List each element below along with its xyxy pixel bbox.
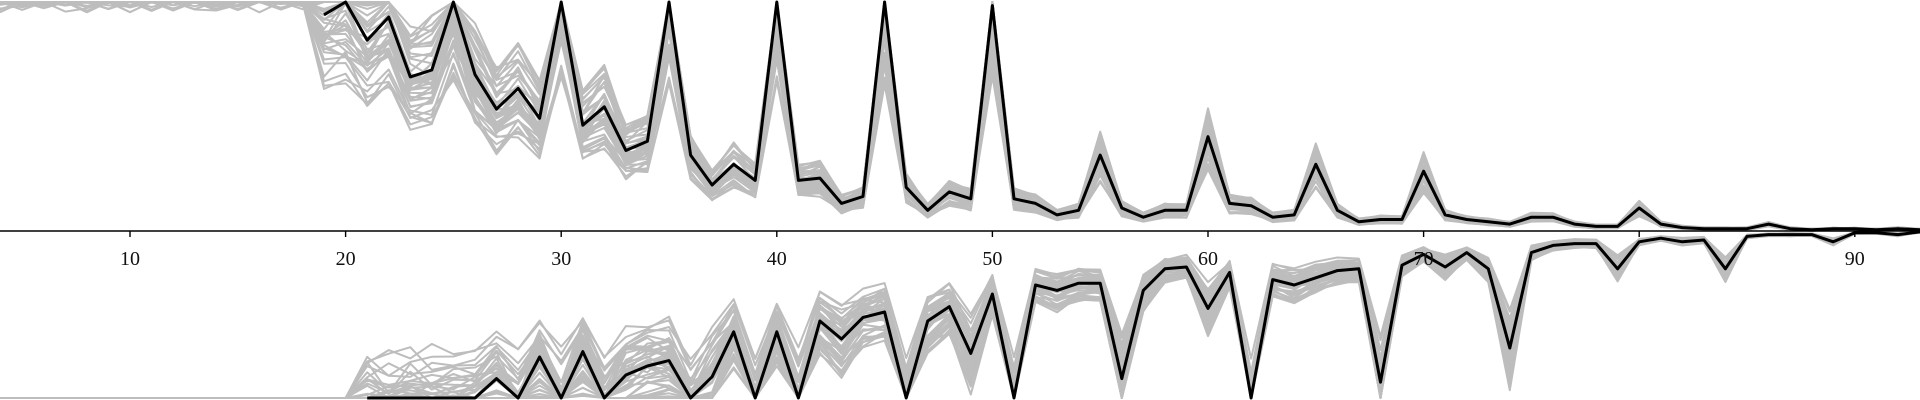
x-tick-label: 50 — [982, 248, 1002, 270]
upper-highlight-series — [323, 0, 1920, 232]
lower-ensemble-line — [0, 231, 1920, 399]
x-tick-label: 30 — [551, 248, 571, 270]
x-tick-label: 70 — [1414, 248, 1434, 270]
x-tick-label: 40 — [767, 248, 787, 270]
x-tick-label: 20 — [336, 248, 356, 270]
x-tick-label: 10 — [120, 248, 140, 270]
x-tick-label: 90 — [1845, 248, 1865, 270]
x-tick-label: 60 — [1198, 248, 1218, 270]
x-axis-ticks: 10 20 30 40 50 60 70 90 — [120, 231, 1865, 270]
lower-highlight-series — [367, 230, 1920, 400]
lower-ensemble-lines — [0, 230, 1920, 399]
